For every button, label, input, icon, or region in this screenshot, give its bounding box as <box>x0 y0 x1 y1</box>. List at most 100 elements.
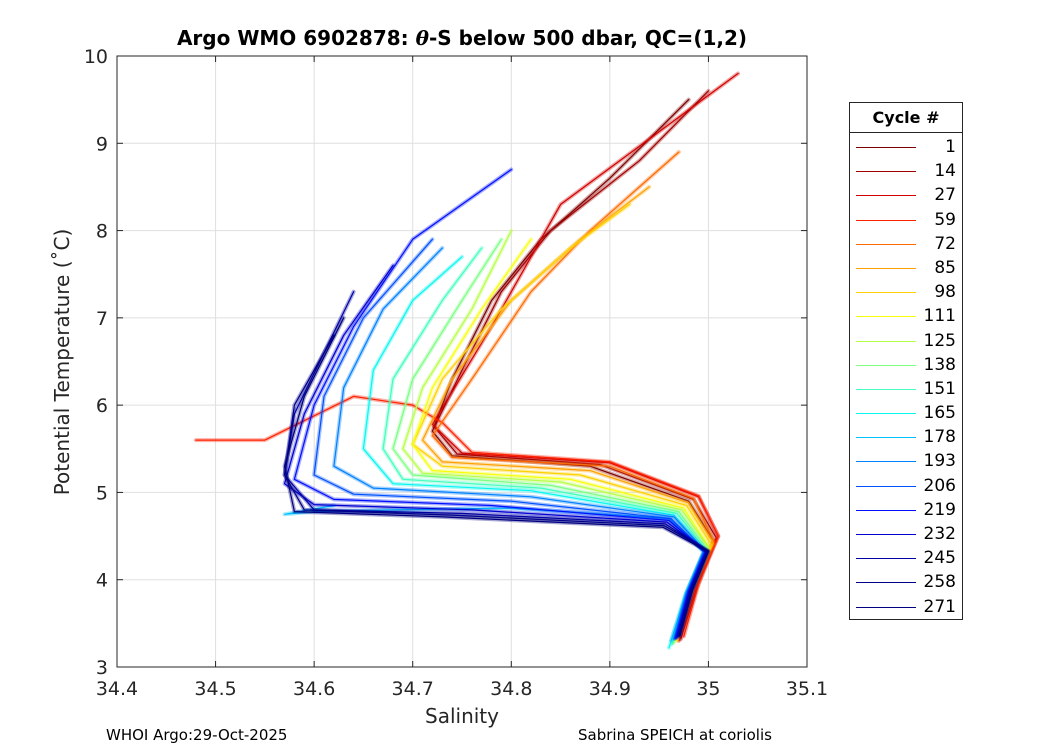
legend-swatch <box>856 437 916 439</box>
series-group <box>193 71 740 650</box>
legend-item-cycle-1: 1 <box>850 136 962 160</box>
footer-credit-left: WHOI Argo:29-Oct-2025 <box>106 726 288 744</box>
legend-label: 206 <box>923 475 956 496</box>
y-tick-label: 4 <box>96 570 108 592</box>
legend-label: 98 <box>934 282 956 303</box>
legend-swatch <box>856 534 916 535</box>
legend-swatch <box>856 364 916 366</box>
series-band-cycle-98 <box>410 202 714 643</box>
legend-item-cycle-232: 232 <box>850 523 962 547</box>
legend-label: 72 <box>934 233 956 254</box>
legend-label: 245 <box>923 548 956 569</box>
legend-label: 151 <box>923 378 956 399</box>
legend-label: 85 <box>934 257 956 278</box>
legend-label: 59 <box>934 209 956 230</box>
legend-swatch <box>856 388 916 390</box>
legend-label: 271 <box>923 596 956 617</box>
series-line-cycle-1 <box>431 99 714 638</box>
series-line-cycle-72 <box>431 151 714 638</box>
title-theta-symbol: θ <box>415 26 429 50</box>
legend: Cycle # 1 14 27 59 72 85 98 111 125 138 151 165 178 1… <box>849 102 963 620</box>
series-band-cycle-1 <box>430 97 716 639</box>
y-tick-label: 6 <box>96 395 108 417</box>
x-tick-label: 34.9 <box>589 678 631 700</box>
legend-label: 219 <box>923 499 956 520</box>
grid <box>116 55 808 668</box>
legend-item-cycle-178: 178 <box>850 426 962 450</box>
legend-item-cycle-27: 27 <box>850 184 962 208</box>
ticks: 34.4 34.5 34.6 34.7 34.8 34.9 35 35.1 3 4 5 6 7 8 9 10 <box>84 46 828 700</box>
series-line-cycle-245 <box>284 291 708 638</box>
series-line-cycle-14 <box>433 90 717 640</box>
x-tick-label: 34.4 <box>96 678 138 700</box>
legend-swatch <box>856 267 916 269</box>
legend-label: 178 <box>923 427 956 448</box>
x-tick-label: 34.5 <box>194 678 236 700</box>
legend-swatch <box>856 413 916 415</box>
y-axis-label: Potential Temperature (˚C) <box>50 228 74 496</box>
legend-swatch <box>856 558 916 560</box>
series-line-cycle-219 <box>293 168 707 639</box>
series-band-cycle-72 <box>430 150 716 639</box>
legend-item-cycle-14: 14 <box>850 160 962 184</box>
y-tick-label: 8 <box>96 221 108 243</box>
legend-swatch <box>856 582 916 584</box>
legend-item-cycle-206: 206 <box>850 475 962 499</box>
legend-item-cycle-125: 125 <box>850 330 962 354</box>
legend-item-cycle-258: 258 <box>850 571 962 595</box>
x-tick-label: 35 <box>696 678 720 700</box>
legend-item-cycle-193: 193 <box>850 450 962 474</box>
legend-list: 1 14 27 59 72 85 98 111 125 138 151 165 178 193 206 219… <box>850 133 962 620</box>
series-line-cycle-27 <box>431 72 739 642</box>
title-suffix: -S below 500 dbar, QC=(1,2) <box>428 26 748 50</box>
chart-title: Argo WMO 6902878: θ-S below 500 dbar, QC… <box>117 26 807 50</box>
series-line-cycle-98 <box>412 203 712 642</box>
legend-swatch <box>856 509 916 511</box>
legend-swatch <box>856 485 916 487</box>
series-line-cycle-59 <box>195 395 719 638</box>
y-tick-label: 3 <box>96 657 108 679</box>
title-prefix: Argo WMO 6902878: <box>176 26 416 50</box>
footer-credit-right: Sabrina SPEICH at coriolis <box>578 726 772 744</box>
legend-swatch <box>856 316 916 318</box>
legend-swatch <box>856 340 916 342</box>
legend-label: 193 <box>923 451 956 472</box>
legend-swatch <box>856 219 916 221</box>
x-tick-label: 34.7 <box>392 678 434 700</box>
series-line-cycle-151 <box>382 247 707 645</box>
legend-swatch <box>856 195 916 197</box>
legend-swatch <box>856 606 916 608</box>
x-axis-label: Salinity <box>425 704 499 728</box>
legend-label: 232 <box>923 524 956 544</box>
y-tick-label: 9 <box>96 133 108 155</box>
legend-label: 258 <box>923 572 956 593</box>
legend-item-cycle-111: 111 <box>850 305 962 329</box>
series-line-cycle-206 <box>313 238 706 639</box>
series-line-cycle-193 <box>333 247 706 640</box>
series-line-cycle-165 <box>362 256 706 649</box>
legend-label: 27 <box>934 185 956 206</box>
legend-item-cycle-85: 85 <box>850 257 962 281</box>
legend-swatch <box>856 171 916 173</box>
legend-swatch <box>856 461 916 463</box>
legend-item-cycle-151: 151 <box>850 378 962 402</box>
legend-label: 165 <box>923 403 956 424</box>
legend-swatch <box>856 147 916 148</box>
y-tick-label: 10 <box>84 46 108 68</box>
legend-item-cycle-59: 59 <box>850 209 962 233</box>
series-line-cycle-258 <box>284 334 709 637</box>
plot-axes-box <box>116 55 808 668</box>
legend-item-cycle-165: 165 <box>850 402 962 426</box>
legend-title: Cycle # <box>850 103 962 133</box>
x-tick-label: 35.1 <box>786 678 828 700</box>
legend-label: 14 <box>934 161 956 182</box>
series-band-cycle-14 <box>432 88 719 642</box>
series-band-cycle-151 <box>381 246 708 647</box>
legend-label: 125 <box>923 330 956 351</box>
legend-label: 111 <box>923 306 956 327</box>
legend-item-cycle-98: 98 <box>850 281 962 305</box>
legend-swatch <box>856 243 916 245</box>
legend-label: 1 <box>945 137 956 157</box>
